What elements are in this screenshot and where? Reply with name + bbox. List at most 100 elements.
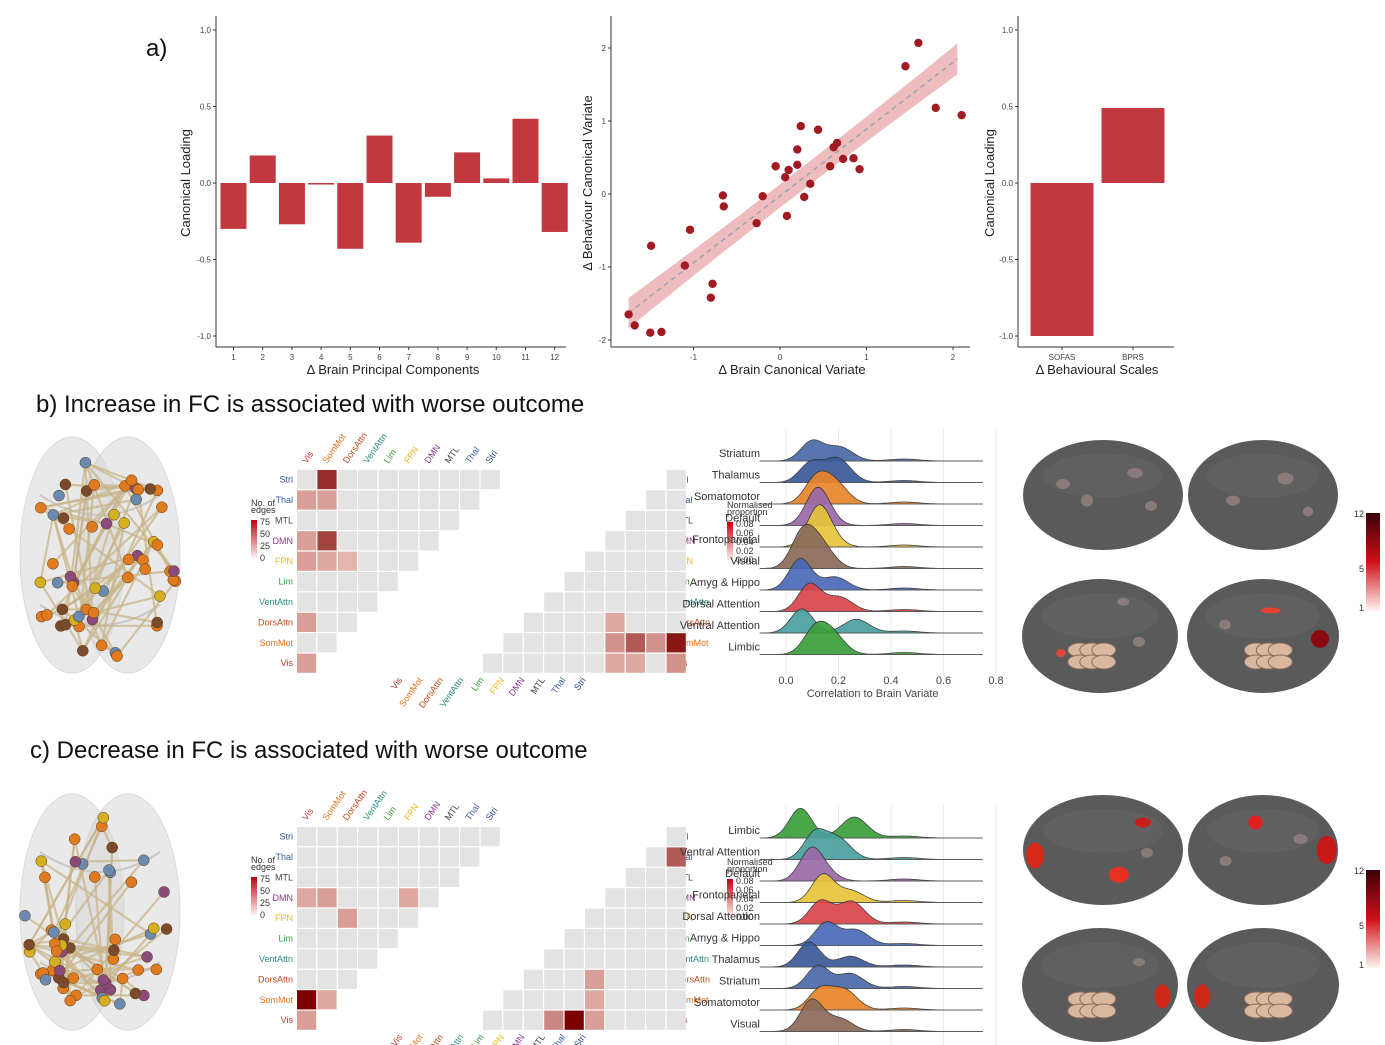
cortex-spot: [1133, 958, 1145, 967]
ridge-label: Amyg & Hippo: [690, 933, 760, 945]
chart2-point: [914, 38, 923, 48]
matrix-cell: [297, 531, 317, 551]
brain-edge: [75, 891, 165, 997]
cortex-shading: [1041, 942, 1159, 988]
ridge-label: Somatomotor: [694, 997, 760, 1009]
brain-node: [98, 995, 111, 1007]
chart2-point: [646, 328, 655, 337]
brain-node: [111, 650, 123, 662]
matrix-cell: [317, 572, 337, 592]
chart1-xtick-label: 2: [260, 353, 265, 362]
brain-edge: [28, 923, 66, 946]
matrix-bottom-label: Thal: [549, 675, 567, 695]
cortex-shading: [1041, 593, 1159, 639]
matrix-cell-normalised: [625, 969, 645, 989]
matrix-cell-normalised: [564, 990, 584, 1010]
matrix-col-label: Vis: [300, 449, 316, 465]
matrix-cell-normalised: [564, 949, 584, 969]
matrix-cell: [399, 490, 419, 510]
cortex-spot: [1311, 629, 1329, 648]
brain-node: [154, 590, 166, 602]
matrix-cell-normalised: [585, 551, 605, 571]
legend-tick: 0.00: [736, 912, 754, 922]
matrix-cell-normalised: [625, 867, 645, 887]
chart1-xtick-label: 1: [231, 353, 236, 362]
brain-node: [57, 976, 70, 989]
matrix-row-label: DorsAttn: [258, 974, 293, 984]
matrix-cell: [358, 470, 378, 490]
matrix-cell: [337, 929, 357, 949]
ridge-xtick: 0.2: [831, 675, 846, 687]
matrix-cell-normalised: [646, 969, 666, 989]
matrix-bottom-label: Vis: [389, 1032, 405, 1045]
matrix-row-label: MTL: [275, 872, 293, 882]
legend-tick: 50: [260, 886, 270, 896]
brain-node: [168, 565, 180, 577]
cortex-spot: [1117, 597, 1130, 606]
surface-b-right-medial: [1187, 579, 1339, 693]
matrix-bottom-label: MTL: [529, 675, 548, 695]
brain-node: [148, 922, 160, 935]
ridge-density: [759, 808, 983, 839]
chart3-ytick-label: 0.5: [1002, 103, 1014, 112]
brain-node: [64, 570, 77, 583]
cortex-spot: [1133, 636, 1145, 647]
matrix-cell-normalised: [544, 612, 564, 632]
matrix-cell: [399, 510, 419, 530]
panel-label-b: b) Increase in FC is associated with wor…: [36, 391, 585, 418]
brain-node: [144, 483, 156, 495]
matrix-cell-normalised: [625, 653, 645, 673]
brain-node: [73, 610, 85, 623]
surface-colorbar: [1366, 513, 1380, 611]
matrix-cell-normalised: [503, 653, 523, 673]
cortex-spot: [1145, 501, 1157, 511]
chart2-ytick-label: 1: [602, 117, 607, 126]
ridge-label: Frontoparietal: [692, 890, 760, 902]
legend-tick: 50: [260, 529, 270, 539]
ridge-density: [759, 523, 983, 569]
matrix-cell-normalised: [666, 969, 686, 989]
matrix-row-label: FPN: [275, 556, 293, 566]
matrix-cell-normalised: [605, 572, 625, 592]
chart2-xtick-label: -1: [690, 353, 698, 362]
matrix-cell-normalised: [605, 592, 625, 612]
matrix-col-label: FPN: [402, 802, 421, 822]
chart2-xtick-label: 0: [778, 353, 783, 362]
matrix-cell: [317, 969, 337, 989]
cortex-spot: [1194, 984, 1211, 1009]
matrix-cell-normalised: [605, 990, 625, 1010]
brain-node: [130, 493, 142, 506]
legend-title: edges: [251, 505, 276, 515]
matrix-cell: [297, 867, 317, 887]
matrix-cell-normalised: [605, 551, 625, 571]
brain-edge: [39, 514, 55, 583]
ridge-label: Thalamus: [712, 470, 761, 482]
matrix-cell-normalised: [646, 490, 666, 510]
matrix-cell-normalised: [564, 969, 584, 989]
brain-node: [19, 909, 31, 922]
matrix-cell-normalised: [544, 653, 564, 673]
ridge-density: [759, 984, 983, 1011]
matrix-cell: [337, 572, 357, 592]
matrix-cell-normalised: [483, 1010, 503, 1030]
matrix-cell-normalised: [625, 592, 645, 612]
brain-node: [47, 509, 60, 521]
brain-edge: [57, 881, 133, 979]
brain-node: [97, 974, 110, 986]
matrix-cell: [317, 510, 337, 530]
matrix-cell: [358, 592, 378, 612]
matrix-cell-normalised: [625, 1010, 645, 1030]
matrix-cell-normalised: [666, 1010, 686, 1030]
matrix-cell-normalised: [585, 929, 605, 949]
matrix-cell: [297, 551, 317, 571]
matrix-cell-normalised: [523, 633, 543, 653]
brain-node: [141, 951, 153, 963]
cortex-spot: [1219, 619, 1231, 630]
matrix-cell: [439, 847, 459, 867]
matrix-cell-normalised: [646, 929, 666, 949]
chart1-xtick-label: 3: [290, 353, 295, 362]
matrix-row-label: Vis: [281, 658, 294, 668]
chart1-xtick-label: 4: [319, 353, 324, 362]
matrix-cell-normalised: [646, 888, 666, 908]
matrix-cell: [297, 827, 317, 847]
